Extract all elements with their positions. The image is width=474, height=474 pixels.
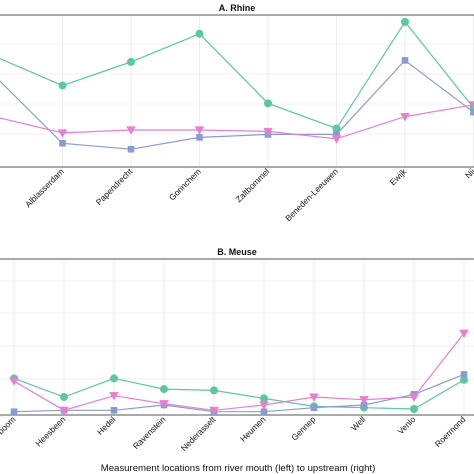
rhine-circle-point-papendrecht [127, 57, 135, 66]
meuse-tick-label-ravenstein: Ravenstein [131, 414, 168, 451]
rhine-circle-point-alblasserdam [58, 81, 67, 90]
rhine-plot-frame [0, 14, 474, 168]
rhine-circle-point-ewijk [401, 17, 409, 26]
meuse-tick-label-gennep: Gennep [289, 414, 317, 442]
rhine-circle-point-gorinchem [195, 29, 204, 38]
meuse-triangle-down-point-roermond [459, 329, 469, 338]
meuse-gridlines [0, 259, 474, 415]
meuse-title: B. Meuse [217, 247, 257, 257]
rhine-triangle-down-point-beneden-leeuwen [331, 135, 342, 144]
meuse-triangle-down-series-line [13, 332, 465, 411]
meuse-square-point-roermond [460, 371, 468, 378]
meuse-triangle-down-point-well [359, 396, 369, 405]
meuse-circle-point-hedel [110, 374, 118, 383]
rhine-triangle-down-point-ewijk [400, 113, 410, 122]
meuse-circle-point-heesbeen [60, 393, 68, 402]
rhine-triangle-down-point-alblasserdam [57, 129, 68, 138]
rhine-square-point-gorinchem [196, 134, 203, 141]
meuse-square-point-hedel [110, 407, 118, 414]
rhine-triangle-down-series-line [0, 104, 474, 140]
rhine-circle-point-zaltbommel [264, 99, 272, 108]
meuse-tick-label-roermond: Roermond [433, 414, 468, 449]
rhine-triangle-down-point-zaltbommel [263, 127, 273, 137]
rhine-square-point-alblasserdam [59, 139, 66, 147]
rhine-square-point-ewijk [401, 57, 409, 64]
meuse-x-axis-label: Measurement locations from river mouth (… [101, 463, 376, 474]
rhine-circle-series-line [0, 20, 474, 130]
meuse-triangle-down-point-heesbeen [59, 406, 69, 416]
meuse-square-point-boxmeer [10, 408, 18, 415]
meuse-triangle-down-point-nederasselt [209, 406, 219, 416]
meuse-square-point-gennep [310, 404, 318, 411]
meuse-square-point-well [360, 401, 368, 409]
meuse-triangle-down-point-venlo [409, 393, 419, 402]
meuse-tick-label-well: Well [349, 414, 368, 433]
rhine-tick-label-alblasserdam: Alblasserdam [23, 166, 66, 209]
meuse-circle-point-heumen [260, 394, 268, 403]
meuse-circle-point-ravenstein [160, 385, 168, 394]
rhine-square-point-nijmegen [470, 108, 474, 116]
meuse-tick-label-heumen: Heumen [238, 414, 268, 444]
rhine-triangle-down-point-gorinchem [194, 126, 205, 135]
rhine-tick-label-beneden-leeuwen: Beneden-Leeuwen [283, 166, 340, 223]
rhine-tick-label-zaltbommel: Zaltbommel [233, 166, 271, 204]
meuse-triangle-down-point-ravenstein [159, 400, 169, 409]
rhine-circle-point-beneden-leeuwen [332, 124, 341, 133]
rhine-tick-labels: rdam EastAlblasserdamPapendrechtGorinche… [23, 166, 474, 223]
meuse-triangle-down-point-gennep [309, 393, 319, 402]
meuse-square-series-line [13, 373, 465, 413]
meuse-circle-point-nederasselt [210, 386, 218, 395]
meuse-circle-point-venlo [410, 405, 418, 414]
meuse-series [9, 329, 469, 416]
rhine-square-point-papendrecht [127, 145, 135, 153]
panel-rhine: A. Rhine rdam EastAlblasserdamPapendrech… [0, 3, 474, 223]
meuse-triangle-down-point-heumen [259, 401, 269, 410]
meuse-circle-point-roermond [460, 375, 468, 384]
rhine-tick-label-nijmegen: Nij [463, 166, 474, 180]
rhine-series [0, 17, 474, 153]
rhine-triangle-down-point-nijmegen [468, 101, 474, 110]
meuse-tick-label-nederasselt: Nederasselt [179, 414, 218, 453]
meuse-tick-label-heesbeen: Heesbeen [33, 414, 67, 448]
panel-meuse: B. Meuse boom Heesbeen Hedel Ravenstein Nede… [0, 247, 474, 474]
rhine-tick-label-gorinchem: Gorinchem [167, 166, 203, 202]
meuse-square-point-heumen [260, 408, 268, 415]
meuse-tick-label-venlo: Venlo [396, 414, 418, 436]
meuse-triangle-down-point-hedel [109, 392, 119, 401]
meuse-plot-frame [0, 258, 474, 416]
meuse-triangle-down-point-boxmeer [9, 377, 19, 386]
rhine-square-series-line [0, 59, 474, 150]
meuse-tick-label-boxmeer: boom [0, 414, 17, 436]
rhine-triangle-down-point-papendrecht [126, 126, 136, 135]
meuse-tick-label-hedel: Hedel [95, 414, 118, 437]
rhine-title: A. Rhine [219, 3, 256, 13]
rhine-tick-label-papendrecht: Papendrecht [94, 166, 135, 207]
rhine-square-point-beneden-leeuwen [333, 131, 340, 138]
rhine-tick-label-ewijk: Ewijk [388, 166, 409, 187]
meuse-circle-series-line [13, 377, 465, 410]
meuse-tick-labels: boom Heesbeen Hedel Ravenstein Nederasselt He… [0, 414, 468, 453]
